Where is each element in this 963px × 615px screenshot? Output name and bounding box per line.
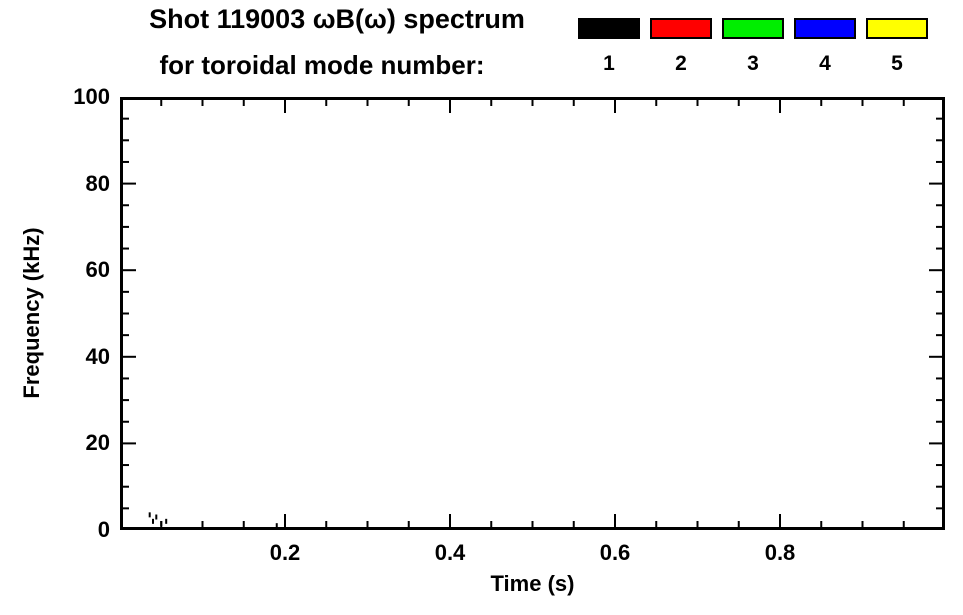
legend-label: 4 <box>819 52 831 75</box>
x-axis-label: Time (s) <box>490 571 575 596</box>
y-axis-label: Frequency (kHz) <box>19 227 44 399</box>
legend-swatch-mode-3 <box>722 18 784 39</box>
y-tick-label: 60 <box>85 257 110 283</box>
legend-swatch-mode-5 <box>866 18 928 39</box>
y-tick-label: 0 <box>97 517 110 542</box>
legend-label: 5 <box>891 52 903 75</box>
x-tick-label: 0.2 <box>269 540 301 565</box>
y-tick-label: 40 <box>85 343 110 369</box>
y-tick-label: 80 <box>85 170 110 196</box>
legend-entry: 5 <box>866 18 928 76</box>
plot-title: Shot 119003 ωB(ω) spectrum <box>149 4 525 34</box>
data-point <box>165 518 168 524</box>
legend-swatch-mode-4 <box>794 18 856 39</box>
plot-frame <box>120 97 945 530</box>
legend-entry: 4 <box>794 18 856 76</box>
legend-entry: 3 <box>722 18 784 76</box>
plot-subtitle: for toroidal mode number: <box>159 50 485 80</box>
legend-label: 3 <box>747 52 759 75</box>
legend-label: 1 <box>603 52 615 75</box>
legend-label: 2 <box>675 52 687 75</box>
legend-swatch-mode-2 <box>650 18 712 39</box>
data-point <box>148 512 151 518</box>
legend-entry: 1 <box>578 18 640 76</box>
x-tick-label: 0.8 <box>764 540 796 565</box>
legend: 1 2 3 4 5 <box>578 18 928 76</box>
data-point <box>152 518 154 524</box>
x-tick-label: 0.6 <box>599 540 631 565</box>
legend-swatch-mode-1 <box>578 18 640 39</box>
data-point <box>275 523 278 529</box>
x-tick-label: 0.4 <box>434 540 466 565</box>
data-point <box>160 521 163 527</box>
legend-entry: 2 <box>650 18 712 76</box>
y-tick-label: 20 <box>85 430 110 456</box>
y-tick-label: 100 <box>73 84 110 109</box>
plot-area <box>120 97 945 530</box>
data-point <box>155 514 158 520</box>
